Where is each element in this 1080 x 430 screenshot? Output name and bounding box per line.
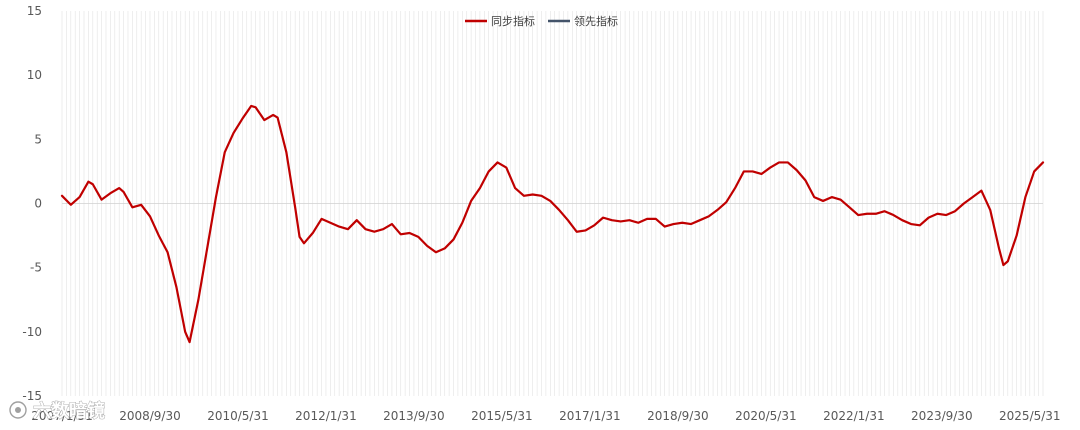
x-tick-label: 2022/1/31: [823, 409, 885, 423]
watermark-text: 六数暗镜: [33, 400, 105, 422]
x-tick-label: 2023/9/30: [911, 409, 973, 423]
watermark-icon: [9, 401, 27, 419]
x-tick-label: 2018/9/30: [647, 409, 709, 423]
x-tick-label: 2017/1/31: [559, 409, 621, 423]
y-tick-label: 5: [34, 132, 42, 146]
x-tick-label: 2015/5/31: [471, 409, 533, 423]
x-tick-label: 2020/5/31: [735, 409, 797, 423]
x-tick-label: 2010/5/31: [207, 409, 269, 423]
y-tick-label: 15: [27, 4, 42, 18]
series-line-1: [60, 104, 1045, 344]
x-tick-label: 2025/5/31: [999, 409, 1061, 423]
x-tick-label: 2008/9/30: [119, 409, 181, 423]
watermark-logo: 六数暗镜: [9, 400, 105, 422]
y-tick-label: 0: [34, 197, 42, 211]
watermark-icon-dot: [15, 407, 21, 413]
x-tick-label: 2012/1/31: [295, 409, 357, 423]
x-tick-label: 2013/9/30: [383, 409, 445, 423]
x-tick-label: 2007/1/31: [31, 409, 93, 423]
y-tick-label: -15: [22, 389, 42, 403]
legend-label: 同步指标: [491, 14, 535, 28]
legend-label: 领先指标: [574, 14, 618, 28]
y-tick-label: 10: [27, 68, 42, 82]
legend: 同步指标 领先指标: [465, 14, 618, 28]
y-tick-label: -10: [22, 325, 42, 339]
y-tick-label: -5: [30, 261, 42, 275]
